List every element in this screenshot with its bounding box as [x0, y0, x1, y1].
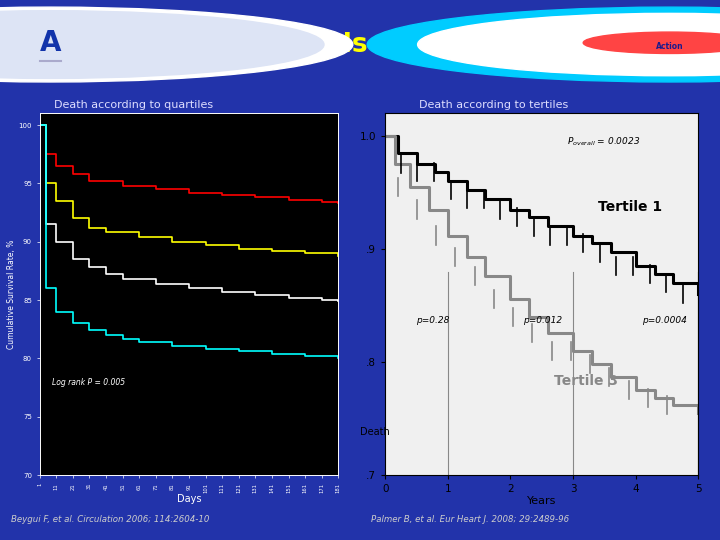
- Text: Tertile 1: Tertile 1: [598, 200, 662, 214]
- X-axis label: Days: Days: [176, 494, 202, 504]
- Text: p=0.28: p=0.28: [417, 316, 450, 325]
- Text: $P_{overall}$ = 0.0023: $P_{overall}$ = 0.0023: [567, 135, 640, 147]
- Text: Action: Action: [656, 42, 683, 51]
- Text: A: A: [40, 29, 61, 57]
- Text: Death according to tertiles
of aldosterone in MI: Death according to tertiles of aldostero…: [418, 100, 568, 124]
- Circle shape: [367, 7, 720, 82]
- Text: Death: Death: [360, 427, 390, 437]
- Text: Death according to quartiles
of aldosterone in STEMI: Death according to quartiles of aldoster…: [53, 100, 213, 124]
- Circle shape: [583, 32, 720, 53]
- Text: p=0.012: p=0.012: [523, 316, 562, 325]
- Circle shape: [418, 14, 720, 76]
- Y-axis label: Cumulative Survival Rate, %: Cumulative Survival Rate, %: [6, 240, 16, 349]
- Text: Beygui F, et al. Circulation 2006; 114:2604-10: Beygui F, et al. Circulation 2006; 114:2…: [11, 515, 210, 524]
- Text: Aldosterone levels and death in AMI: Aldosterone levels and death in AMI: [91, 31, 629, 58]
- Text: Palmer B, et al. Eur Heart J. 2008; 29:2489-96: Palmer B, et al. Eur Heart J. 2008; 29:2…: [371, 515, 569, 524]
- Text: Tertile 3: Tertile 3: [554, 374, 618, 388]
- X-axis label: Years: Years: [527, 496, 557, 505]
- Circle shape: [0, 11, 324, 78]
- Text: p=0.0004: p=0.0004: [642, 316, 687, 325]
- Text: Log rank P = 0.005: Log rank P = 0.005: [52, 378, 125, 387]
- Circle shape: [0, 7, 353, 82]
